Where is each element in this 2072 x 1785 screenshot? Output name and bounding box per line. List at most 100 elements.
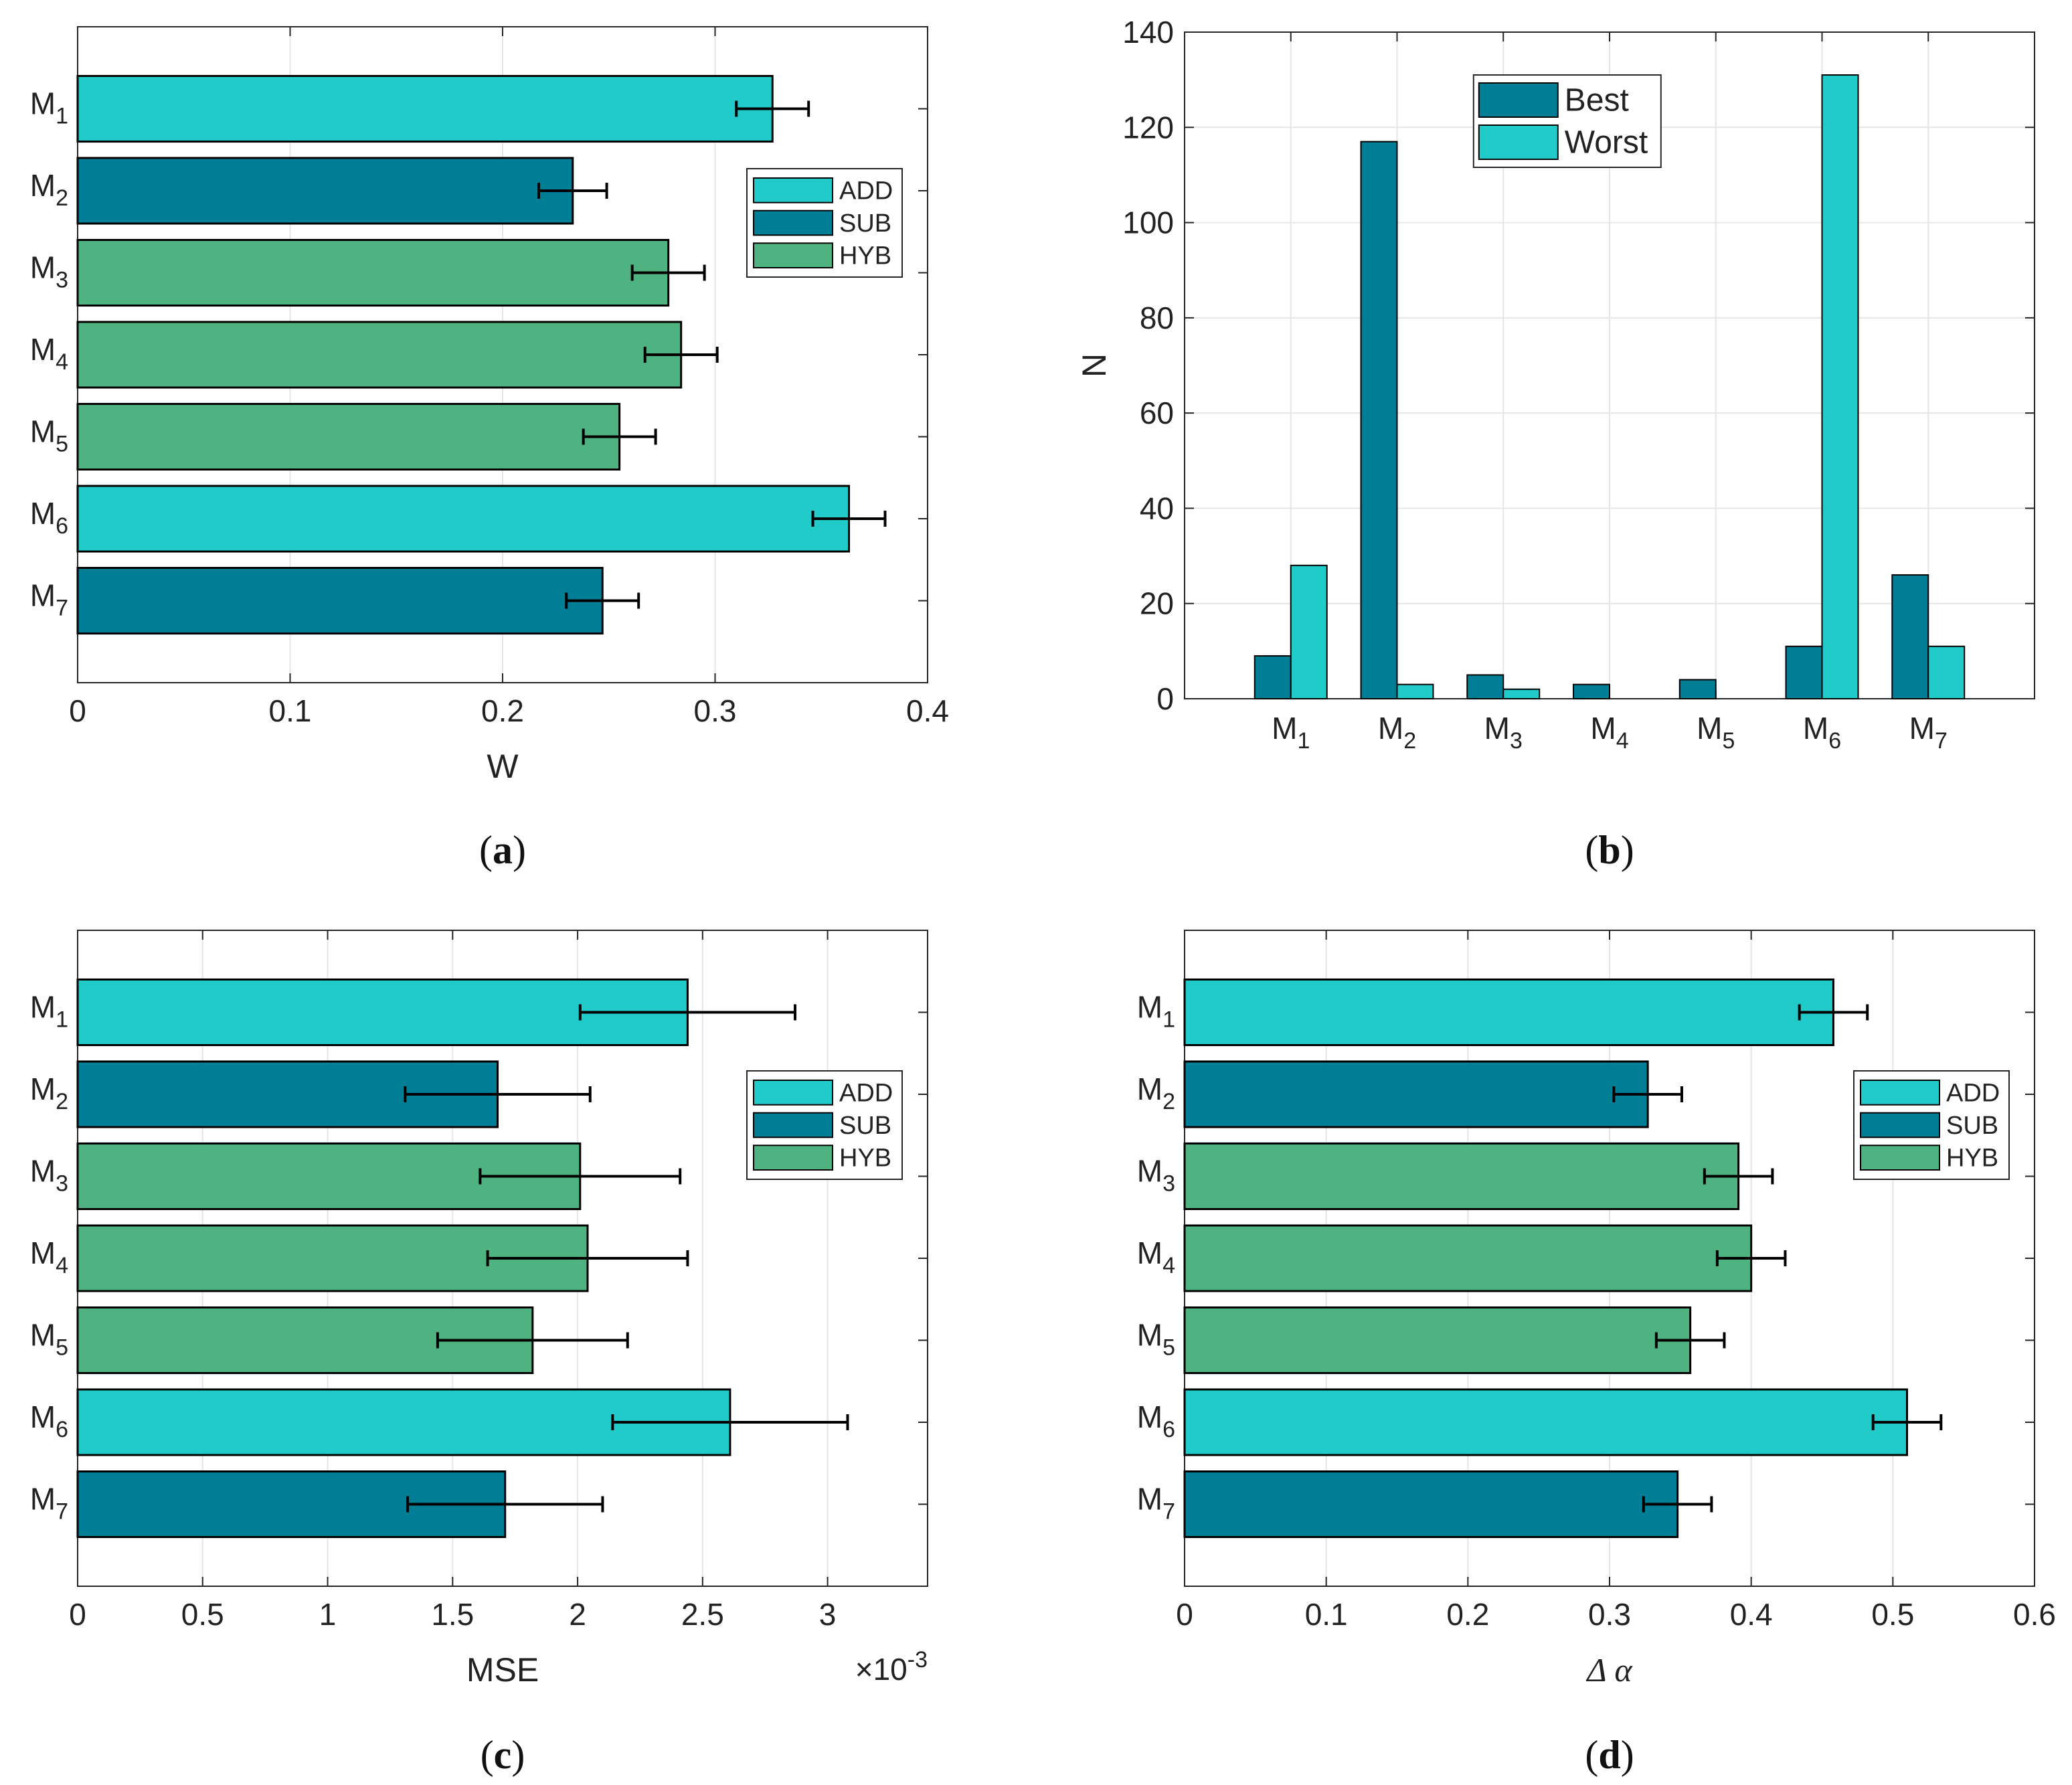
bar-worst — [1821, 74, 1859, 700]
x-tick-label: M7 — [1909, 711, 1948, 754]
exponent-power: -3 — [908, 1647, 928, 1673]
y-axis-label: N — [1075, 353, 1113, 377]
category-subscript: 6 — [56, 1417, 68, 1442]
bar-sub — [1183, 1470, 1679, 1538]
x-tick-label: M1 — [1272, 711, 1310, 754]
legend-swatch-add — [753, 177, 833, 203]
error-bar — [486, 1250, 689, 1266]
category-subscript: 2 — [1403, 728, 1416, 754]
bar-worst — [1396, 683, 1434, 700]
error-bar — [1715, 1250, 1787, 1266]
x-axis-label: Δ α — [1585, 1651, 1633, 1689]
category-base: M — [1137, 1399, 1162, 1434]
y-tick-label: M6 — [1137, 1399, 1175, 1442]
legend-swatch-sub — [753, 209, 833, 236]
bar-hyb — [1183, 1224, 1753, 1292]
legend-label: SUB — [839, 1112, 891, 1140]
category-base: M — [1590, 711, 1616, 746]
category-subscript: 6 — [56, 513, 68, 539]
legend: ADD SUB HYB — [746, 168, 903, 278]
legend: ADD SUB HYB — [1853, 1070, 2010, 1180]
y-tick-label: 20 — [1140, 586, 1174, 621]
error-bar — [630, 264, 706, 281]
legend-swatch-sub — [753, 1112, 833, 1138]
bar-add — [1183, 979, 1834, 1046]
y-tick-label: 0 — [1156, 681, 1174, 716]
error-bar — [582, 428, 657, 445]
category-base: M — [30, 1318, 56, 1353]
panel-caption: (d) — [1585, 1733, 1634, 1777]
x-exponent: ×10-3 — [855, 1647, 928, 1687]
error-bar — [735, 100, 810, 117]
caption-paren: ( — [479, 828, 493, 872]
category-subscript: 5 — [1162, 1335, 1175, 1361]
y-tick-label: M7 — [30, 1482, 68, 1525]
category-subscript: 5 — [1722, 728, 1735, 754]
bar-best — [1573, 683, 1610, 700]
category-base: M — [1137, 1482, 1162, 1517]
x-tick-label: 0 — [69, 693, 86, 728]
category-base: M — [30, 1072, 56, 1106]
x-tick-label: 0.5 — [181, 1597, 224, 1632]
category-base: M — [1378, 711, 1403, 746]
bar-best — [1466, 674, 1504, 700]
legend-label: HYB — [839, 1144, 891, 1173]
error-bar — [811, 511, 887, 527]
category-base: M — [30, 414, 56, 449]
bar-hyb — [1183, 1142, 1740, 1210]
category-subscript: 1 — [56, 1007, 68, 1033]
x-tick-label: 2.5 — [681, 1597, 724, 1632]
x-tick-label: 1 — [319, 1597, 337, 1632]
error-bar — [406, 1496, 604, 1513]
y-tick-label: 120 — [1122, 110, 1174, 145]
error-bar — [578, 1004, 797, 1021]
legend-swatch-best — [1478, 82, 1559, 118]
x-tick-label: 0.3 — [694, 693, 737, 728]
bar-best — [1254, 655, 1292, 700]
x-axis-label: W — [487, 748, 519, 785]
x-tick-label: M5 — [1697, 711, 1735, 754]
x-tick-label: 0.6 — [2013, 1597, 2056, 1632]
y-tick-label: M6 — [30, 496, 68, 539]
category-subscript: 7 — [56, 596, 68, 621]
category-base: M — [30, 250, 56, 285]
y-tick-label: M3 — [30, 250, 68, 293]
x-tick-label: 0.1 — [1305, 1597, 1348, 1632]
category-base: M — [30, 1154, 56, 1189]
legend-swatch-worst — [1478, 124, 1559, 160]
bar-sub — [76, 567, 604, 634]
category-subscript: 2 — [1162, 1089, 1175, 1114]
y-tick-label: M1 — [30, 990, 68, 1033]
error-bar — [537, 183, 608, 199]
x-tick-label: 0.4 — [1730, 1597, 1773, 1632]
x-tick-label: M4 — [1590, 711, 1628, 754]
error-bar — [1654, 1332, 1726, 1349]
error-bar — [479, 1168, 682, 1185]
category-base: M — [30, 86, 56, 121]
error-bar — [611, 1414, 849, 1430]
panel-caption: (c) — [481, 1733, 525, 1777]
y-tick-label: M4 — [30, 332, 68, 375]
category-base: M — [1272, 711, 1297, 746]
y-tick-label: M1 — [1137, 990, 1175, 1033]
y-tick-label: M7 — [1137, 1482, 1175, 1525]
legend-swatch-add — [753, 1080, 833, 1106]
legend: Best Worst — [1472, 74, 1662, 168]
x-tick-label: 2 — [569, 1597, 586, 1632]
error-bar — [643, 347, 719, 363]
category-base: M — [30, 990, 56, 1025]
category-base: M — [30, 496, 56, 531]
x-tick-label: 3 — [819, 1597, 837, 1632]
bar-hyb — [76, 403, 621, 471]
y-tick-label: M1 — [30, 86, 68, 129]
x-tick-label: 0.2 — [481, 693, 524, 728]
bar-best — [1785, 645, 1823, 699]
x-axis-label: MSE — [466, 1651, 539, 1689]
category-subscript: 7 — [1162, 1499, 1175, 1525]
category-subscript: 1 — [1297, 728, 1310, 754]
caption-paren: ( — [1585, 1733, 1598, 1777]
category-base: M — [1137, 1072, 1162, 1106]
